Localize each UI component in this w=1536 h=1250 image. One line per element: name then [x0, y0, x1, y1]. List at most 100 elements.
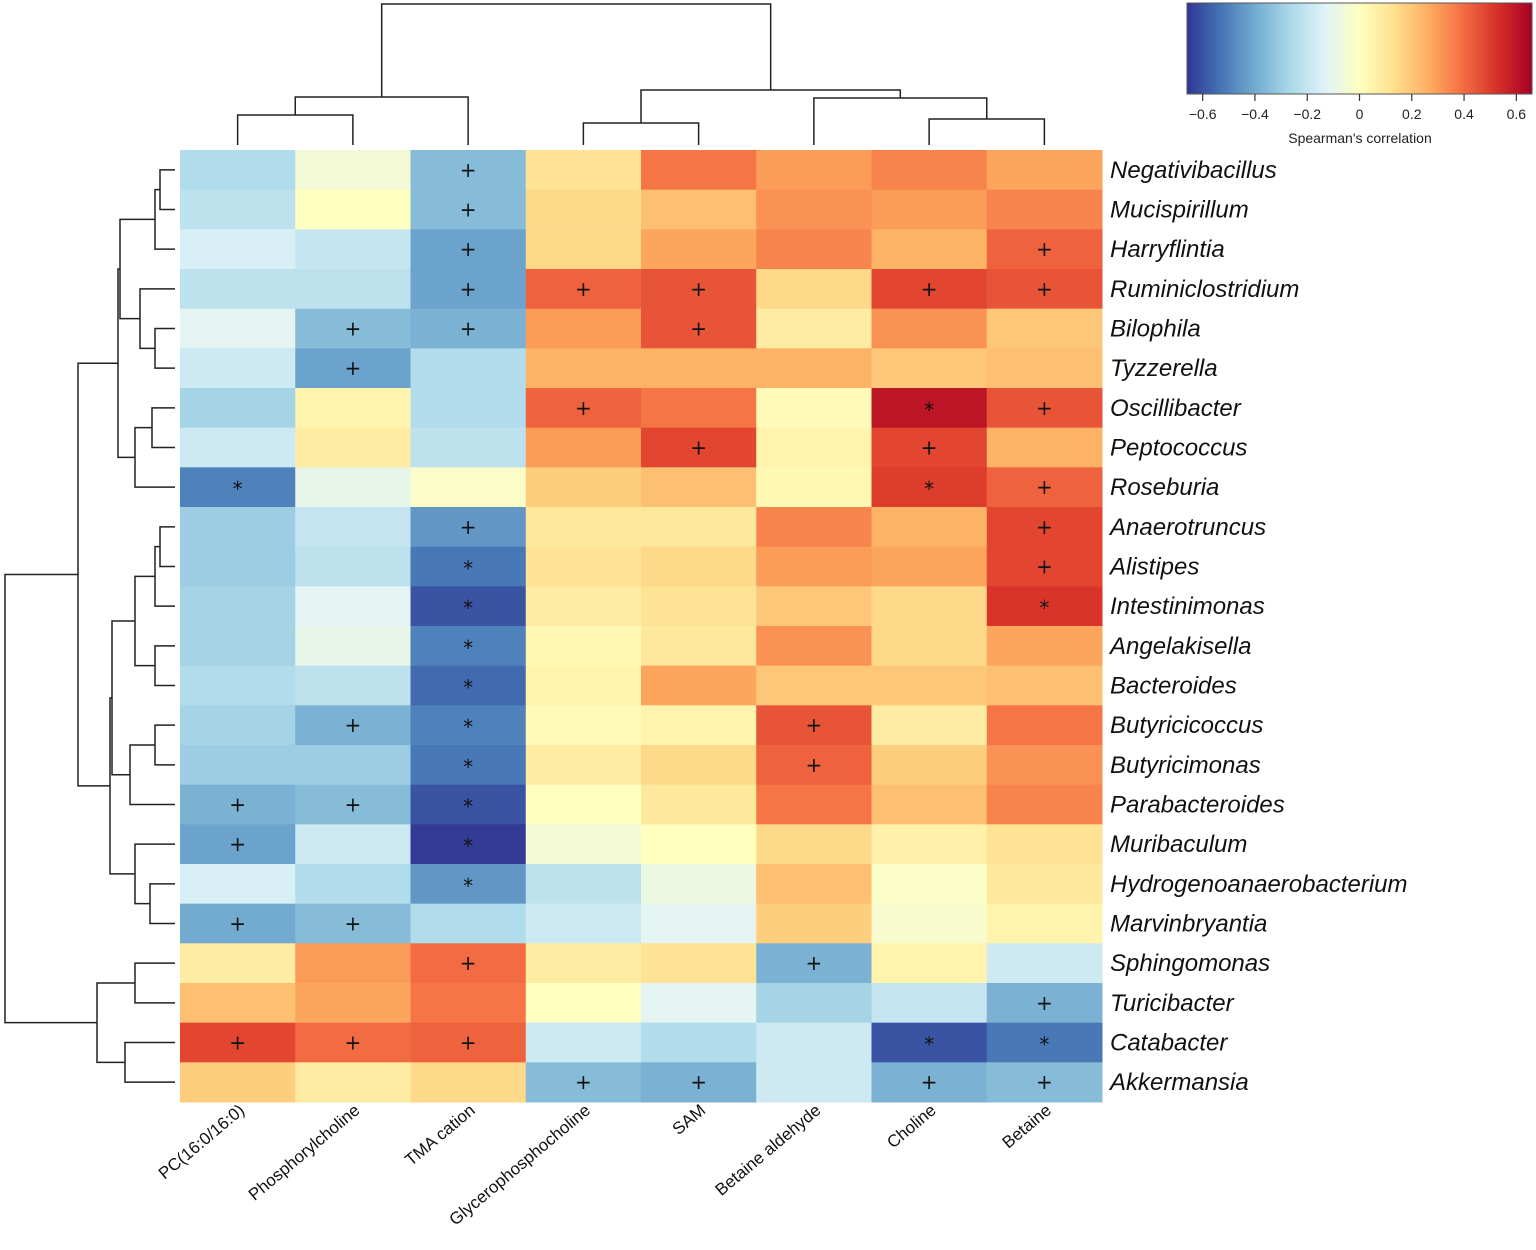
significance-marker: * — [463, 636, 473, 660]
dendrogram-branch — [640, 89, 902, 123]
heatmap-cell — [641, 1062, 757, 1103]
significance-marker: * — [924, 477, 934, 501]
heatmap-cell — [641, 983, 757, 1024]
heatmap-cell — [756, 1022, 872, 1063]
heatmap-cells: + + + + + + + + + + + + + + * + + + * * + + + * + * * * * + * + * + + + * + * *… — [180, 150, 1103, 1103]
heatmap-cell — [641, 348, 757, 389]
dendrogram-branch — [129, 744, 175, 806]
heatmap-cell — [871, 189, 988, 230]
column-label: PC(16:0/16:0) — [155, 1101, 248, 1184]
heatmap-cell — [180, 467, 296, 508]
significance-marker: + — [805, 713, 822, 737]
significance-marker: + — [460, 237, 477, 261]
colorbar-tick-label: 0.2 — [1402, 106, 1422, 122]
significance-marker: + — [1036, 237, 1053, 261]
heatmap-cell — [986, 229, 1103, 270]
heatmap-cell — [295, 1022, 411, 1063]
heatmap-cell — [641, 308, 757, 349]
significance-marker: + — [460, 198, 477, 222]
row-label: Negativibacillus — [1110, 157, 1277, 184]
heatmap-cell — [986, 864, 1103, 905]
significance-marker: * — [463, 715, 473, 739]
dendrogram-branch — [582, 122, 700, 145]
heatmap-cell — [756, 745, 872, 786]
heatmap-cell — [525, 427, 642, 468]
heatmap-cell — [525, 1022, 642, 1063]
heatmap-cell — [525, 745, 642, 786]
heatmap-cell — [410, 388, 527, 429]
heatmap-cell — [756, 626, 872, 667]
row-label: Turicibacter — [1110, 990, 1235, 1017]
row-label: Tyzzerella — [1110, 355, 1218, 382]
heatmap-cell — [986, 586, 1103, 627]
significance-marker: * — [463, 596, 473, 620]
heatmap-cell — [410, 824, 527, 865]
heatmap-cell — [871, 1062, 988, 1103]
heatmap-cell — [295, 308, 411, 349]
heatmap-cell — [756, 229, 872, 270]
heatmap-cell — [756, 427, 872, 468]
heatmap-cell — [641, 784, 757, 825]
heatmap-cell — [525, 308, 642, 349]
significance-marker: + — [229, 832, 246, 856]
heatmap-cell — [410, 308, 527, 349]
dendrogram-branch — [96, 982, 135, 1064]
heatmap-cell — [756, 705, 872, 746]
heatmap-cell — [180, 665, 296, 706]
colorbar-tick-label: −0.2 — [1293, 106, 1321, 122]
heatmap-cell — [410, 943, 527, 984]
row-label: Angelakisella — [1108, 633, 1251, 660]
significance-marker: * — [463, 676, 473, 700]
heatmap-cell — [641, 943, 757, 984]
heatmap-cell — [986, 983, 1103, 1024]
heatmap-cell — [410, 546, 527, 587]
heatmap-cell — [641, 229, 757, 270]
heatmap-cell — [871, 745, 988, 786]
heatmap-cell — [871, 1022, 988, 1063]
heatmap-cell — [295, 665, 411, 706]
heatmap-cell — [986, 467, 1103, 508]
heatmap-cell — [410, 983, 527, 1024]
heatmap-cell — [180, 784, 296, 825]
dendrogram-branch — [139, 288, 175, 350]
significance-marker: + — [1036, 396, 1053, 420]
dendrogram-branch — [154, 645, 175, 687]
heatmap-cell — [986, 507, 1103, 548]
heatmap-cell — [525, 665, 642, 706]
heatmap-cell — [641, 388, 757, 429]
dendrogram-branch — [111, 620, 135, 776]
heatmap-cell — [871, 626, 988, 667]
heatmap-cell — [871, 467, 988, 508]
significance-marker: + — [1036, 555, 1053, 579]
significance-marker: + — [460, 277, 477, 301]
heatmap-cell — [756, 507, 872, 548]
heatmap-cell — [180, 189, 296, 230]
heatmap-cell — [641, 269, 757, 310]
significance-marker: + — [460, 317, 477, 341]
heatmap-cell — [871, 546, 988, 587]
heatmap-cell — [756, 903, 872, 944]
heatmap-cell — [410, 864, 527, 905]
row-label: Alistipes — [1108, 554, 1199, 581]
significance-marker: + — [1036, 991, 1053, 1015]
heatmap-cell — [525, 467, 642, 508]
heatmap-cell — [295, 427, 411, 468]
colorbar-tick-label: −0.4 — [1241, 106, 1269, 122]
heatmap-cell — [986, 665, 1103, 706]
heatmap-cell — [641, 1022, 757, 1063]
heatmap-cell — [295, 229, 411, 270]
column-label: Betaine aldehyde — [712, 1101, 825, 1200]
dendrogram-branch — [159, 526, 175, 568]
heatmap-cell — [410, 189, 527, 230]
row-label: Mucispirillum — [1110, 197, 1249, 224]
heatmap-cell — [756, 784, 872, 825]
row-dendrogram — [4, 169, 175, 1083]
significance-marker: + — [575, 277, 592, 301]
significance-marker: + — [344, 713, 361, 737]
significance-marker: + — [344, 1031, 361, 1055]
heatmap-cell — [180, 1022, 296, 1063]
heatmap-cell — [180, 1062, 296, 1103]
heatmap-cell — [525, 546, 642, 587]
heatmap-cell — [295, 189, 411, 230]
significance-marker: + — [1036, 475, 1053, 499]
